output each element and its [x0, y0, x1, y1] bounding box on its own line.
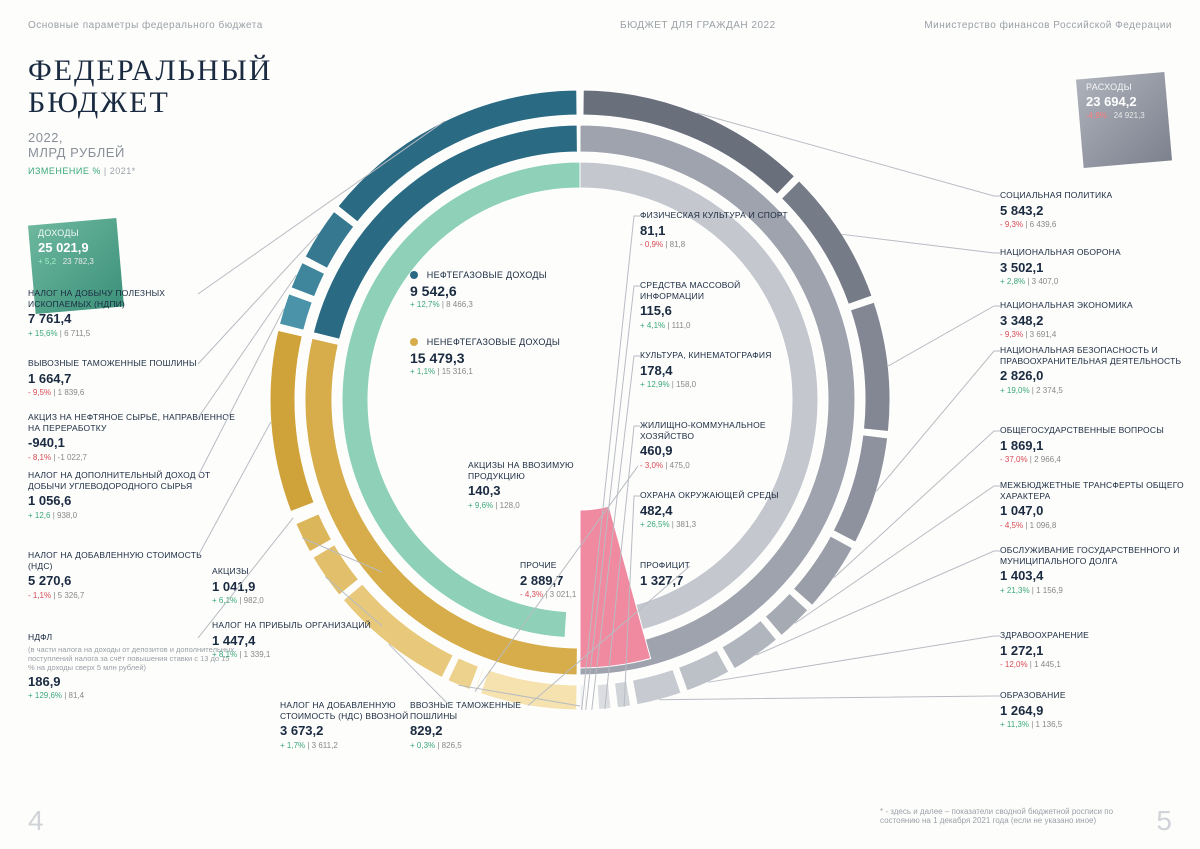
header-right: Министерство финансов Российской Федерац… [924, 20, 1172, 31]
center-legend: НЕФТЕГАЗОВЫЕ ДОХОДЫ 9 542,6 + 12,7% | 8 … [410, 270, 610, 404]
category-label: НДФЛ(в части налога на доходы от депозит… [28, 632, 238, 701]
subtitle: 2022,МЛРД РУБЛЕЙ [28, 130, 272, 160]
legend-nonoil-delta: + 1,1% [410, 367, 435, 376]
legend-oil-value: 9 542,6 [410, 283, 610, 299]
page-number-left: 4 [28, 805, 44, 837]
category-label: ПРОФИЦИТ1 327,7 [640, 560, 820, 589]
legend-nonoil-value: 15 479,3 [410, 350, 610, 366]
category-label: НАЦИОНАЛЬНАЯ ЭКОНОМИКА3 348,2- 9,3% | 3 … [1000, 300, 1180, 340]
kpi-income-value: 25 021,9 [38, 240, 118, 255]
category-label: НАЛОГ НА ДОБАВЛЕННУЮ СТОИМОСТЬ (НДС)5 27… [28, 550, 208, 601]
page-number-right: 5 [1156, 805, 1172, 837]
kpi-expense-prev: 24 921,3 [1114, 111, 1145, 120]
category-label: ФИЗИЧЕСКАЯ КУЛЬТУРА И СПОРТ81,1- 0,9% | … [640, 210, 790, 250]
category-label: АКЦИЗ НА НЕФТЯНОЕ СЫРЬЁ, НАПРАВЛЕННОЕ НА… [28, 412, 248, 463]
header-left: Основные параметры федерального бюджета [28, 20, 263, 31]
category-label: ПРОЧИЕ2 889,7- 4,3% | 3 021,1 [520, 560, 630, 600]
kpi-income-delta: + 5,2 [38, 257, 56, 266]
kpi-income-prev: 23 782,3 [63, 257, 94, 266]
category-label: НАЦИОНАЛЬНАЯ БЕЗОПАСНОСТЬ И ПРАВООХРАНИТ… [1000, 345, 1185, 396]
category-label: ОБСЛУЖИВАНИЕ ГОСУДАРСТВЕННОГО И МУНИЦИПА… [1000, 545, 1185, 596]
page: Основные параметры федерального бюджета … [0, 0, 1200, 849]
kpi-expense-label: РАСХОДЫ [1086, 82, 1166, 92]
category-label: ОБРАЗОВАНИЕ1 264,9+ 11,3% | 1 136,5 [1000, 690, 1180, 730]
category-label: АКЦИЗЫ НА ВВОЗИМУЮ ПРОДУКЦИЮ140,3+ 9,6% … [468, 460, 598, 511]
legend-oil-name: НЕФТЕГАЗОВЫЕ ДОХОДЫ [427, 270, 547, 280]
legend-nonoil-prev: 15 316,1 [442, 367, 473, 376]
category-label: КУЛЬТУРА, КИНЕМАТОГРАФИЯ178,4+ 12,9% | 1… [640, 350, 790, 390]
legend-oil-prev: 8 466,3 [446, 300, 473, 309]
dot-oil-icon [410, 271, 418, 279]
footnote: * - здесь и далее – показатели сводной б… [880, 807, 1140, 825]
dot-nonoil-icon [410, 338, 418, 346]
title-line1: ФЕДЕРАЛЬНЫЙ [28, 55, 272, 87]
legend-nonoil: НЕНЕФТЕГАЗОВЫЕ ДОХОДЫ 15 479,3 + 1,1% | … [410, 337, 610, 376]
category-label: МЕЖБЮДЖЕТНЫЕ ТРАНСФЕРТЫ ОБЩЕГО ХАРАКТЕРА… [1000, 480, 1185, 531]
category-label: ЖИЛИЩНО-КОММУНАЛЬНОЕ ХОЗЯЙСТВО460,9- 3,0… [640, 420, 790, 471]
kpi-income-label: ДОХОДЫ [38, 228, 118, 238]
header-center: БЮДЖЕТ ДЛЯ ГРАЖДАН 2022 [620, 20, 776, 31]
category-label: НАЛОГ НА ДОПОЛНИТЕЛЬНЫЙ ДОХОД ОТ ДОБЫЧИ … [28, 470, 228, 521]
category-label: НАЦИОНАЛЬНАЯ ОБОРОНА3 502,1+ 2,8% | 3 40… [1000, 247, 1180, 287]
category-label: НАЛОГ НА ПРИБЫЛЬ ОРГАНИЗАЦИЙ1 447,4+ 8,1… [212, 620, 392, 660]
category-label: СОЦИАЛЬНАЯ ПОЛИТИКА5 843,2- 9,3% | 6 439… [1000, 190, 1180, 230]
legend-change-text: ИЗМЕНЕНИЕ % [28, 166, 101, 176]
category-label: НАЛОГ НА ДОБЫЧУ ПОЛЕЗНЫХ ИСКОПАЕМЫХ (НДП… [28, 288, 208, 339]
kpi-expense-delta: -4,9% [1086, 111, 1107, 120]
category-label: ОБЩЕГОСУДАРСТВЕННЫЕ ВОПРОСЫ1 869,1- 37,0… [1000, 425, 1180, 465]
category-label: ВЫВОЗНЫЕ ТАМОЖЕННЫЕ ПОШЛИНЫ1 664,7- 9,5%… [28, 358, 208, 398]
title-block: ФЕДЕРАЛЬНЫЙ БЮДЖЕТ 2022,МЛРД РУБЛЕЙ ИЗМЕ… [28, 55, 272, 176]
legend-oil-delta: + 12,7% [410, 300, 440, 309]
category-label: ОХРАНА ОКРУЖАЮЩЕЙ СРЕДЫ482,4+ 26,5% | 38… [640, 490, 790, 530]
legend-change: ИЗМЕНЕНИЕ % | 2021* [28, 166, 272, 176]
legend-oil: НЕФТЕГАЗОВЫЕ ДОХОДЫ 9 542,6 + 12,7% | 8 … [410, 270, 610, 309]
legend-change-year: 2021* [110, 166, 136, 176]
title-line2: БЮДЖЕТ [28, 87, 272, 119]
category-label: ЗДРАВООХРАНЕНИЕ1 272,1- 12,0% | 1 445,1 [1000, 630, 1180, 670]
kpi-expense: РАСХОДЫ 23 694,2 -4,9% 24 921,3 [1076, 72, 1172, 168]
legend-nonoil-name: НЕНЕФТЕГАЗОВЫЕ ДОХОДЫ [427, 337, 560, 347]
category-label: НАЛОГ НА ДОБАВЛЕННУЮ СТОИМОСТЬ (НДС) ВВО… [280, 700, 430, 751]
category-label: АКЦИЗЫ1 041,9+ 6,1% | 982,0 [212, 566, 392, 606]
category-label: ВВОЗНЫЕ ТАМОЖЕННЫЕ ПОШЛИНЫ829,2+ 0,3% | … [410, 700, 540, 751]
kpi-expense-value: 23 694,2 [1086, 94, 1166, 109]
category-label: СРЕДСТВА МАССОВОЙ ИНФОРМАЦИИ115,6+ 4,1% … [640, 280, 790, 331]
